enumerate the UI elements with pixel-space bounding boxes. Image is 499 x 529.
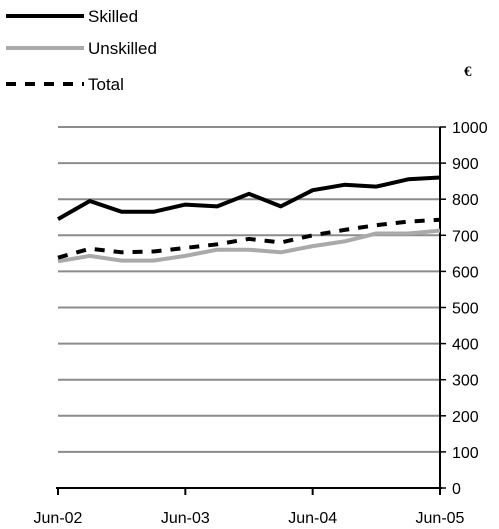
series-line-unskilled (57, 228, 441, 264)
y-tick-label-400: 400 (452, 337, 479, 354)
y-tick-label-200: 200 (452, 409, 479, 426)
y-axis-unit-label: € (464, 64, 472, 80)
y-tick-label-300: 300 (452, 373, 479, 390)
y-tick-label-0: 0 (452, 481, 461, 498)
gridlines (58, 126, 440, 453)
x-tick-label-Jun-05: Jun-05 (416, 510, 465, 527)
series-line-skilled (57, 175, 441, 221)
x-tick-label-Jun-02: Jun-02 (34, 510, 83, 527)
y-axis-ticks: 0 100 200 300 400 500 600 700 800 900 1000 (440, 120, 488, 498)
y-tick-label-100: 100 (452, 445, 479, 462)
legend-label-unskilled: Unskilled (88, 39, 157, 58)
x-axis-ticks: Jun-02 Jun-03 Jun-04 Jun-05 (34, 488, 465, 527)
y-tick-label-800: 800 (452, 192, 479, 209)
y-tick-label-900: 900 (452, 156, 479, 173)
x-tick-label-Jun-04: Jun-04 (288, 510, 337, 527)
y-tick-label-600: 600 (452, 264, 479, 281)
y-tick-label-700: 700 (452, 228, 479, 245)
legend-label-skilled: Skilled (88, 7, 138, 26)
legend-label-total: Total (88, 75, 124, 94)
legend: Skilled Unskilled Total (6, 7, 157, 94)
y-tick-label-1000: 1000 (452, 120, 488, 137)
series-lines (57, 175, 441, 264)
series-line-total (57, 217, 441, 260)
y-tick-label-500: 500 (452, 301, 479, 318)
x-tick-label-Jun-03: Jun-03 (161, 510, 210, 527)
